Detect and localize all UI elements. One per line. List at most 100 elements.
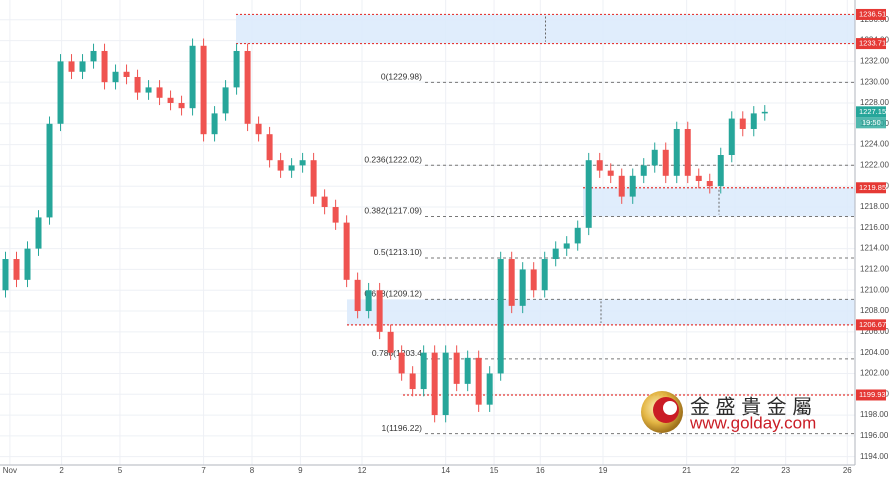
x-tick-label: 14 — [441, 466, 450, 475]
candle-body — [585, 160, 592, 228]
candle-body — [607, 170, 614, 176]
candle-body — [200, 45, 207, 135]
candles — [2, 38, 768, 423]
price-tag — [856, 182, 886, 194]
candle-body — [640, 165, 647, 176]
candle-body — [420, 352, 427, 390]
y-tick-label: 1212.00 — [860, 265, 889, 274]
y-tick-label: 1208.00 — [860, 306, 889, 315]
candle-body — [189, 45, 196, 109]
candle-body — [299, 160, 306, 166]
watermark: 金 盛 貴 金 屬 www.golday.com — [641, 391, 816, 433]
candle-body — [13, 259, 20, 280]
x-tick-label: 21 — [682, 466, 691, 475]
fib-label: 0.382(1217.09) — [364, 206, 422, 216]
price-tag — [856, 38, 886, 50]
candle-body — [178, 102, 185, 109]
x-tick-label: 9 — [298, 466, 303, 475]
x-tick-label: 16 — [536, 466, 545, 475]
y-tick-label: 1210.00 — [860, 285, 889, 294]
candle-body — [563, 243, 570, 249]
price-tag — [856, 8, 886, 20]
candle-body — [552, 248, 559, 260]
candle-body — [596, 160, 603, 171]
candle-body — [310, 160, 317, 197]
candle-body — [222, 87, 229, 114]
candle-body — [167, 97, 174, 103]
candle-body — [497, 259, 504, 374]
fib-label: 0.786(1203.4 — [372, 348, 422, 358]
candle-body — [761, 111, 768, 114]
time-axis — [0, 465, 855, 478]
candle-body — [35, 217, 42, 249]
axes: 1194.001196.001198.001200.001202.001204.… — [3, 8, 889, 475]
candle-body — [2, 259, 9, 291]
candle-body — [486, 373, 493, 405]
candle-body — [376, 290, 383, 332]
candle-body — [343, 222, 350, 280]
candle-body — [321, 196, 328, 208]
candle-body — [618, 175, 625, 197]
candle-body — [255, 123, 262, 135]
candle-body — [673, 128, 680, 176]
candle-body — [79, 61, 86, 72]
x-tick-label: 5 — [118, 466, 123, 475]
last-time: 19:50 — [862, 118, 881, 127]
candle-body — [519, 269, 526, 306]
x-tick-label: 12 — [358, 466, 367, 475]
fib-levels: 0(1229.98) 0.236(1222.02) 0.382(1217.09) 0.… — [236, 13, 855, 435]
candle-body — [90, 50, 97, 62]
price-tag-label: 1236.51 — [859, 9, 886, 18]
y-tick-label: 1206.00 — [860, 327, 889, 336]
candle-body — [431, 352, 438, 416]
fib-label: 0.5(1213.10) — [374, 247, 422, 257]
watermark-url: www.golday.com — [689, 413, 816, 432]
candle-body — [233, 50, 240, 88]
x-tick-label: 2 — [59, 466, 64, 475]
fib-label: 0(1229.98) — [381, 72, 422, 82]
candle-body — [629, 175, 636, 197]
y-tick-label: 1232.00 — [860, 56, 889, 65]
y-tick-label: 1214.00 — [860, 244, 889, 253]
candle-body — [475, 357, 482, 405]
candle-body — [387, 331, 394, 353]
candle-body — [24, 248, 31, 280]
y-tick-label: 1194.00 — [860, 452, 889, 461]
last-time-tag — [856, 117, 886, 129]
fib-label: 0.618(1209.12) — [364, 289, 422, 299]
candle-body — [123, 71, 130, 77]
candle-body — [706, 181, 713, 187]
x-tick-label: Nov — [3, 466, 17, 475]
x-tick-label: 19 — [599, 466, 608, 475]
candle-body — [717, 155, 724, 187]
candle-body — [398, 352, 405, 374]
candle-body — [574, 227, 581, 244]
candle-body — [651, 149, 658, 166]
candle-body — [68, 61, 75, 72]
candle-body — [541, 259, 548, 291]
candle-body — [409, 373, 416, 390]
last-price: 1227.15 — [859, 107, 886, 116]
candle-body — [464, 357, 471, 384]
candle-body — [156, 87, 163, 98]
x-tick-label: 23 — [781, 466, 790, 475]
candle-body — [57, 61, 64, 124]
logo-dot — [663, 401, 677, 415]
candle-body — [134, 76, 141, 93]
fib-label: 1(1196.22) — [382, 423, 423, 433]
candle-body — [112, 71, 119, 83]
x-tick-label: 22 — [731, 466, 740, 475]
x-tick-label: 15 — [490, 466, 499, 475]
watermark-name: 金 盛 貴 金 屬 — [690, 395, 812, 418]
candle-body — [750, 113, 757, 129]
y-tick-label: 1198.00 — [860, 410, 889, 419]
candle-body — [244, 50, 251, 124]
candle-body — [530, 269, 537, 291]
y-tick-label: 1216.00 — [860, 223, 889, 232]
candle-body — [453, 352, 460, 384]
candle-body — [101, 50, 108, 83]
candle-body — [684, 128, 691, 176]
candle-body — [728, 118, 735, 155]
y-tick-label: 1224.00 — [860, 140, 889, 149]
y-tick-label: 1204.00 — [860, 348, 889, 357]
